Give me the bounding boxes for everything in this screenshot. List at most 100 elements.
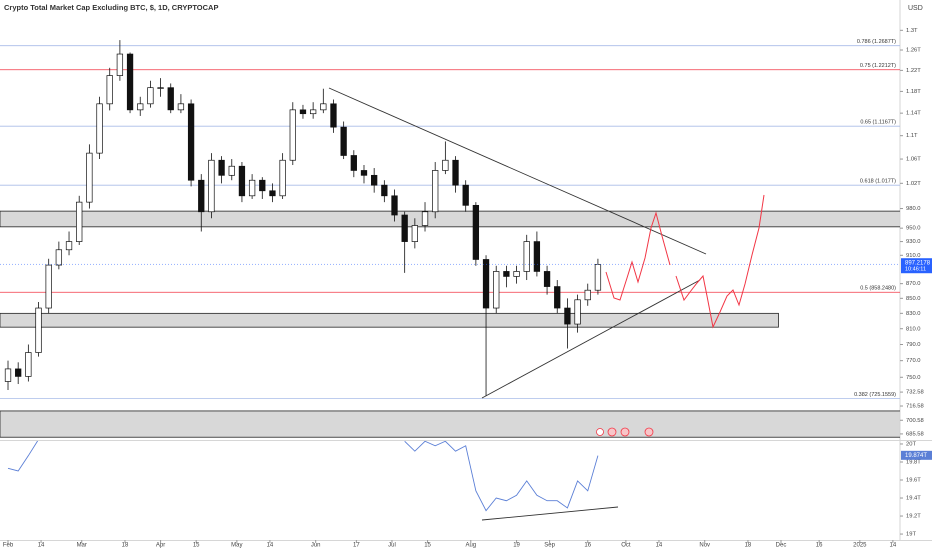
fib-label: 0.786 (1.2687T) [857,39,896,45]
y-tick-label: 950.0 [906,226,921,232]
candle-body [350,155,357,171]
candle-body [116,53,124,76]
y-tick-label: 1.18T [906,89,921,95]
candle-body [371,174,378,186]
chart-title: Crypto Total Market Cap Excluding BTC, $… [4,3,218,12]
candle-body [25,352,32,377]
fib-label: 0.65 (1.1167T) [860,120,896,126]
candle-body [208,159,215,213]
candle-body [554,286,561,309]
y-tick-label: 750.0 [906,375,921,381]
candle-body [218,159,225,176]
y-tick-label: 850.0 [906,296,921,302]
drawings [328,87,765,521]
candle-body [411,225,418,242]
candle-body [45,264,52,309]
candle-body [584,289,591,301]
y-tick-label: 980.0 [906,206,921,212]
zone [0,410,900,438]
x-tick-label: Oct [621,543,631,549]
candle-body [594,264,602,291]
zone [0,312,779,328]
trend-line-lower [481,279,701,399]
y2-tick-label: 20T [906,442,916,448]
candle-body [401,214,408,242]
x-tick-label: 14 [656,543,663,549]
y-tick-label: 685.58 [906,431,924,437]
x-tick-label: Jul [388,543,396,549]
candle-body [482,259,490,309]
candle-body [289,109,296,161]
x-tick-label: 18 [122,543,129,549]
indicator-line [7,441,599,512]
candle-body [381,184,388,197]
y2-tick-label: 19.6T [906,478,921,484]
y-tick-label: 1.22T [906,68,921,74]
candle-body [493,271,500,309]
candle-body [55,249,63,266]
x-tick-label: 14 [38,543,45,549]
x-tick-label: Feb [3,543,14,549]
candle-body [259,179,266,192]
candle-body [421,211,429,226]
candle-body [533,241,541,272]
indicator-trend-line [481,506,619,521]
y-tick-label: 830.0 [906,311,921,317]
y-tick-label: 1.02T [906,181,921,187]
candle-body [65,241,73,251]
event-icons [596,427,654,437]
y2-tick-label: 19T [906,532,916,538]
x-tick-label: 14 [267,543,274,549]
y2-tick-label: 19.2T [906,514,921,520]
candle-body [564,307,571,325]
candle-body [432,170,439,213]
y2-tick-label: 19.8T [906,460,921,466]
x-tick-label: Dec [776,543,787,549]
candle-body [126,53,134,111]
x-tick-label: 19 [513,543,520,549]
last-price-tag [901,258,932,274]
candle-body [137,103,144,111]
candle-body [452,159,459,186]
y-tick-label: 716.58 [906,404,924,410]
candle-body [442,159,449,171]
candle-body [543,271,551,287]
candle-body [86,152,93,203]
y-tick-label: 910.0 [906,253,921,259]
y-tick-label: 810.0 [906,326,921,332]
indicator-value-label: 19.874T [905,453,927,459]
candle-body [4,368,12,382]
candle-body [472,204,480,260]
x-tick-label: 14 [890,543,897,549]
candle-body [76,201,83,242]
x-tick-label: 2025 [853,543,867,549]
y-tick-label: 1.1T [906,133,918,139]
x-tick-label: 16 [584,543,591,549]
y-tick-label: 930.0 [906,239,921,245]
candle-body [248,179,256,197]
y2-tick-label: 19.4T [906,496,921,502]
candle-body [523,241,530,272]
fib-label: 0.75 (1.2212T) [860,63,896,69]
candle-body [299,109,307,115]
price-pane: 0.786 (1.2687T) 0.75 (1.2212T) 0.65 (1.116… [0,39,900,438]
candle-body [279,159,286,197]
candle-body [35,307,42,353]
y-tick-label: 700.58 [906,418,924,424]
y-tick-label: 790.0 [906,342,921,348]
candle-body [228,165,235,176]
candle-body [15,368,22,377]
candle-body [513,271,520,277]
y-tick-label: 1.14T [906,111,921,117]
y-tick-label: 1.06T [906,157,921,163]
zone [0,210,900,228]
candle-body [157,87,164,89]
indicator-pane [7,441,599,512]
x-tick-label: May [231,543,242,549]
candle-body [330,103,337,128]
y-tick-label: 770.0 [906,358,921,364]
trend-line-upper [328,87,707,255]
x-tick-label: 18 [745,543,752,549]
y-tick-label: 870.0 [906,281,921,287]
